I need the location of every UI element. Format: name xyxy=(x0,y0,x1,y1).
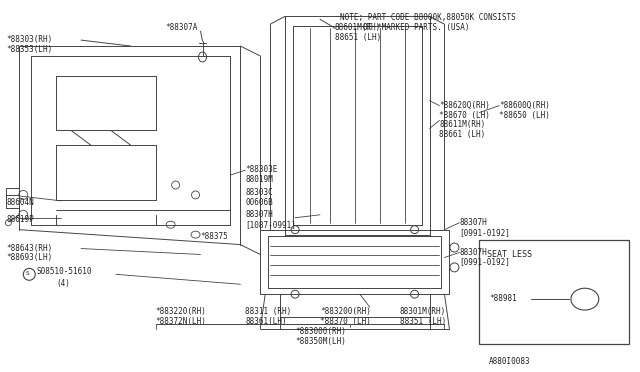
Ellipse shape xyxy=(411,226,419,234)
Text: [0991-0192]: [0991-0192] xyxy=(460,228,510,237)
Text: 88361(LH): 88361(LH) xyxy=(245,317,287,326)
Text: S: S xyxy=(26,271,29,276)
Text: *88307A: *88307A xyxy=(166,23,198,32)
Text: *883000(RH): *883000(RH) xyxy=(295,327,346,336)
Text: 88311 (RH): 88311 (RH) xyxy=(245,307,292,316)
Text: 88661 (LH): 88661 (LH) xyxy=(440,131,486,140)
Text: *88650 (LH): *88650 (LH) xyxy=(499,110,550,119)
Text: *88620Q(RH): *88620Q(RH) xyxy=(440,101,490,110)
Ellipse shape xyxy=(571,288,599,310)
Text: 88301M(RH): 88301M(RH) xyxy=(399,307,446,316)
Text: 88619P: 88619P xyxy=(6,215,34,224)
Ellipse shape xyxy=(191,231,200,238)
Ellipse shape xyxy=(450,263,459,272)
Ellipse shape xyxy=(19,210,28,219)
Ellipse shape xyxy=(291,290,299,298)
Text: [0991-0192]: [0991-0192] xyxy=(460,257,510,266)
Ellipse shape xyxy=(411,290,419,298)
FancyBboxPatch shape xyxy=(479,240,628,344)
Text: A880I0083: A880I0083 xyxy=(489,357,531,366)
Text: *88693(LH): *88693(LH) xyxy=(6,253,52,263)
Text: *88303(RH): *88303(RH) xyxy=(6,35,52,44)
Text: 88303C: 88303C xyxy=(245,188,273,197)
Ellipse shape xyxy=(5,220,12,226)
Text: *883200(RH): *883200(RH) xyxy=(320,307,371,316)
Text: *88353(LH): *88353(LH) xyxy=(6,45,52,54)
Text: *88600Q(RH): *88600Q(RH) xyxy=(499,101,550,110)
Text: 88307H: 88307H xyxy=(460,247,487,257)
Ellipse shape xyxy=(172,181,180,189)
Ellipse shape xyxy=(166,221,175,228)
Text: S08510-51610: S08510-51610 xyxy=(36,267,92,276)
Text: 88307H: 88307H xyxy=(460,218,487,227)
Text: *88375: *88375 xyxy=(200,232,228,241)
Text: OF *MARKED PARTS. (USA): OF *MARKED PARTS. (USA) xyxy=(340,23,469,32)
Text: (4): (4) xyxy=(56,279,70,288)
Text: *88350M(LH): *88350M(LH) xyxy=(295,337,346,346)
Text: *88981: *88981 xyxy=(489,294,517,303)
Text: 00606B: 00606B xyxy=(245,198,273,207)
Text: 88651 (LH): 88651 (LH) xyxy=(335,33,381,42)
Ellipse shape xyxy=(291,226,299,234)
Text: 88307H: 88307H xyxy=(245,210,273,219)
Ellipse shape xyxy=(23,268,35,280)
Text: 88351 (LH): 88351 (LH) xyxy=(399,317,446,326)
Ellipse shape xyxy=(191,191,200,199)
Text: *883220(RH): *883220(RH) xyxy=(156,307,207,316)
Text: 88604N: 88604N xyxy=(6,198,34,207)
Text: [1087-0991]: [1087-0991] xyxy=(245,220,296,229)
Text: 88611M(RH): 88611M(RH) xyxy=(440,121,486,129)
Ellipse shape xyxy=(450,243,459,252)
Text: 88019M: 88019M xyxy=(245,175,273,184)
Text: *88370 (LH): *88370 (LH) xyxy=(320,317,371,326)
Text: *88372N(LH): *88372N(LH) xyxy=(156,317,207,326)
Text: *88643(RH): *88643(RH) xyxy=(6,244,52,253)
Text: SEAT LESS: SEAT LESS xyxy=(487,250,532,259)
Text: *88670 (LH): *88670 (LH) xyxy=(440,110,490,119)
Text: NOTE; PART CODE B8000K,88050K CONSISTS: NOTE; PART CODE B8000K,88050K CONSISTS xyxy=(340,13,516,22)
Text: 88601M(RH): 88601M(RH) xyxy=(335,23,381,32)
Ellipse shape xyxy=(19,190,28,199)
Ellipse shape xyxy=(198,52,207,62)
Text: *88303E: *88303E xyxy=(245,165,278,174)
